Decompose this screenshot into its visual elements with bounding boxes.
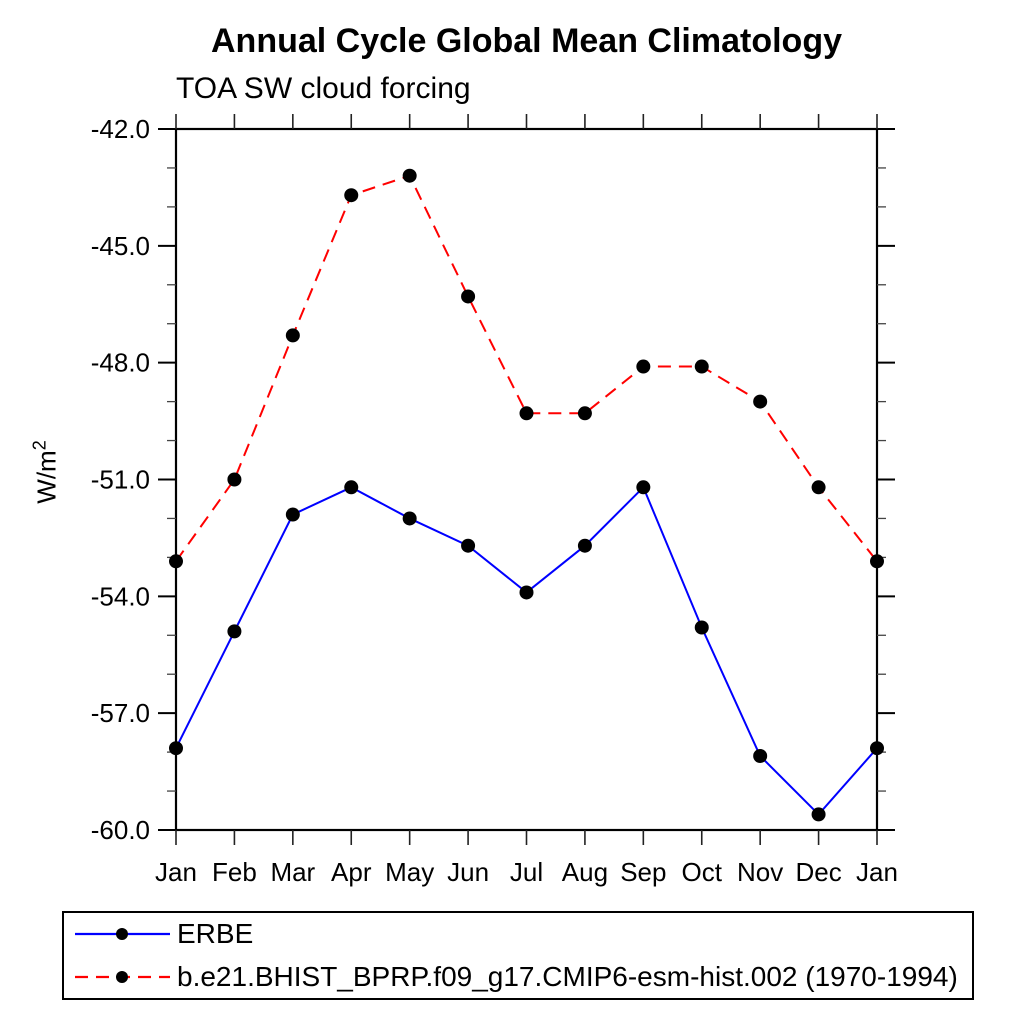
data-point-marker-series-0 bbox=[344, 480, 359, 495]
series-line-0 bbox=[175, 485, 878, 816]
y-tick-label: -51.0 bbox=[91, 465, 150, 495]
data-point-marker-series-1 bbox=[811, 480, 826, 495]
data-point-marker-series-0 bbox=[402, 511, 417, 526]
x-tick-label: Apr bbox=[331, 857, 372, 887]
x-tick-label: Jan bbox=[155, 857, 197, 887]
data-point-marker-series-0 bbox=[811, 807, 826, 822]
chart-title: Annual Cycle Global Mean Climatology bbox=[211, 22, 842, 60]
data-point-marker-series-1 bbox=[402, 168, 417, 183]
x-tick-label: May bbox=[385, 857, 434, 887]
data-point-marker-series-0 bbox=[636, 480, 651, 495]
legend-sample-dashed-line bbox=[75, 970, 170, 983]
data-point-marker-series-0 bbox=[694, 620, 709, 635]
y-tick-label: -48.0 bbox=[91, 348, 150, 378]
legend-item-model: b.e21.BHIST_BPRP.f09_g17.CMIP6-esm-hist.… bbox=[74, 960, 972, 994]
data-point-marker-series-0 bbox=[169, 741, 183, 756]
x-tick-label: Dec bbox=[795, 857, 841, 887]
data-point-marker-series-0 bbox=[870, 741, 884, 756]
data-point-marker-series-0 bbox=[461, 538, 476, 553]
data-point-marker-series-1 bbox=[461, 289, 476, 304]
legend-marker-dot bbox=[116, 928, 128, 941]
legend-label-model: b.e21.BHIST_BPRP.f09_g17.CMIP6-esm-hist.… bbox=[177, 960, 958, 992]
data-point-marker-series-1 bbox=[227, 472, 242, 487]
data-point-marker-series-1 bbox=[694, 359, 709, 374]
data-point-marker-series-0 bbox=[577, 538, 592, 553]
data-point-marker-series-1 bbox=[519, 406, 534, 421]
data-point-marker-series-0 bbox=[285, 507, 300, 522]
y-axis-label-unit: W/m bbox=[31, 450, 62, 504]
legend-label-erbe: ERBE bbox=[177, 918, 254, 950]
y-tick-label: -45.0 bbox=[91, 231, 150, 261]
y-axis-label-exponent: 2 bbox=[29, 440, 50, 451]
data-point-marker-series-1 bbox=[636, 359, 651, 374]
chart-subtitle: TOA SW cloud forcing bbox=[176, 72, 471, 105]
x-tick-label: Nov bbox=[737, 857, 783, 887]
x-tick-label: Sep bbox=[620, 857, 666, 887]
data-point-marker-series-1 bbox=[285, 328, 300, 343]
x-tick-label: Jun bbox=[447, 857, 489, 887]
series-line-1 bbox=[175, 174, 878, 562]
x-tick-label: Aug bbox=[562, 857, 608, 887]
x-tick-label: Feb bbox=[212, 857, 257, 887]
y-tick-label: -60.0 bbox=[91, 815, 150, 845]
x-tick-label: Oct bbox=[682, 857, 723, 887]
data-point-marker-series-0 bbox=[753, 749, 768, 764]
y-tick-label: -42.0 bbox=[91, 114, 150, 144]
data-point-marker-series-0 bbox=[519, 585, 534, 600]
y-axis-label: W/m2 bbox=[30, 440, 63, 503]
legend-item-erbe: ERBE bbox=[74, 917, 972, 951]
data-point-marker-series-1 bbox=[753, 394, 768, 409]
data-point-marker-series-1 bbox=[577, 406, 592, 421]
data-point-marker-series-1 bbox=[169, 554, 183, 569]
data-point-marker-series-1 bbox=[870, 554, 884, 569]
legend-sample-solid-line bbox=[75, 928, 170, 941]
plot-frame bbox=[174, 127, 879, 832]
y-tick-label: -57.0 bbox=[91, 698, 150, 728]
y-tick-label: -54.0 bbox=[91, 581, 150, 611]
x-tick-label: Mar bbox=[270, 857, 315, 887]
x-tick-label: Jul bbox=[510, 857, 543, 887]
data-point-marker-series-0 bbox=[227, 624, 242, 639]
legend-marker-dot bbox=[116, 970, 128, 983]
legend-box: ERBE b.e21.BHIST_BPRP.f09_g17.CMIP6-esm-… bbox=[62, 911, 974, 1000]
x-tick-label: Jan bbox=[856, 857, 898, 887]
data-point-marker-series-1 bbox=[344, 188, 359, 203]
